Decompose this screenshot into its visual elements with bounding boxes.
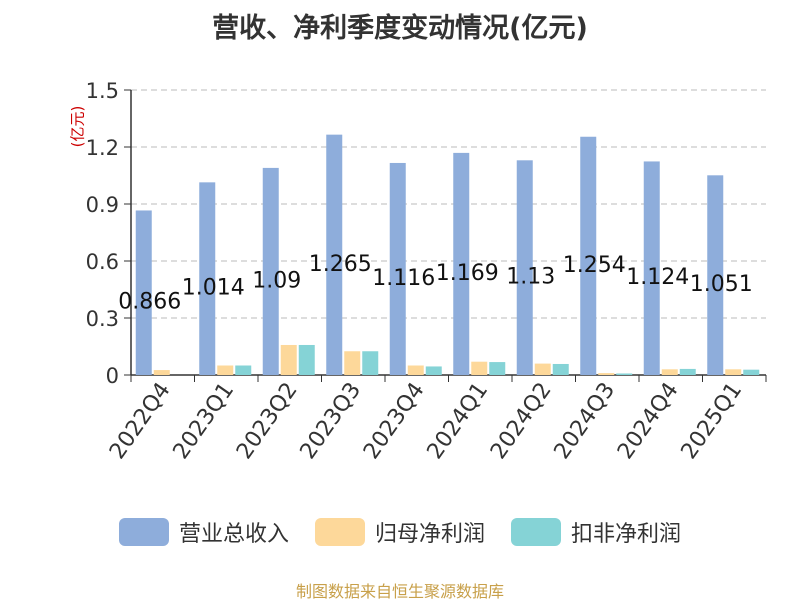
x-tick-label: 2023Q2 xyxy=(232,378,303,464)
bar-revenue xyxy=(580,136,597,375)
bar-revenue xyxy=(199,182,216,375)
bar-deducted-profit xyxy=(235,365,252,375)
y-tick-label: 0.9 xyxy=(86,193,119,217)
x-tick-label: 2023Q4 xyxy=(359,378,430,464)
x-tick-label: 2024Q2 xyxy=(486,378,557,464)
bar-deducted-profit xyxy=(489,362,506,375)
legend-item-revenue[interactable]: 营业总收入 xyxy=(118,516,289,548)
y-tick-label: 0.3 xyxy=(86,307,119,331)
bar-deducted-profit xyxy=(552,363,569,375)
data-label-revenue: 1.014 xyxy=(182,276,245,301)
bar-net-profit xyxy=(661,369,678,375)
data-label-revenue: 1.169 xyxy=(436,261,499,286)
chart-title: 营收、净利季度变动情况(亿元) xyxy=(212,13,588,44)
data-source-note: 制图数据来自恒生聚源数据库 xyxy=(295,582,504,601)
data-label-revenue: 1.254 xyxy=(563,253,626,278)
bar-deducted-profit xyxy=(362,351,379,375)
x-tick-label: 2025Q1 xyxy=(677,378,748,464)
x-tick-label: 2023Q1 xyxy=(169,378,240,464)
data-label-revenue: 1.265 xyxy=(309,252,372,277)
legend-label-net-profit: 归母净利润 xyxy=(374,522,485,547)
data-label-revenue: 1.124 xyxy=(626,265,689,290)
legend-swatch-net-profit xyxy=(314,518,365,546)
y-tick-label: 0 xyxy=(106,364,119,388)
legend-item-net-profit[interactable]: 归母净利润 xyxy=(314,516,485,548)
bar-revenue xyxy=(135,210,152,375)
bar-revenue xyxy=(707,175,724,375)
bar-revenue xyxy=(326,134,343,375)
bar-net-profit xyxy=(407,365,424,375)
bar-deducted-profit xyxy=(616,373,633,375)
bar-revenue xyxy=(453,152,470,375)
y-tick-label: 1.5 xyxy=(86,79,119,103)
legend: 营业总收入 归母净利润 扣非净利润 xyxy=(0,516,800,548)
y-tick-label: 0.6 xyxy=(86,250,119,274)
legend-label-revenue: 营业总收入 xyxy=(178,522,289,547)
bar-revenue xyxy=(516,160,533,375)
x-tick-label: 2023Q3 xyxy=(296,378,367,464)
bar-deducted-profit xyxy=(298,344,315,375)
bar-deducted-profit xyxy=(743,369,760,375)
data-label-revenue: 1.051 xyxy=(690,272,753,297)
x-tick-label: 2024Q1 xyxy=(423,378,494,464)
y-tick-label: 1.2 xyxy=(86,136,119,160)
bar-net-profit xyxy=(280,344,297,375)
data-label-revenue: 1.13 xyxy=(506,265,555,290)
data-label-revenue: 1.116 xyxy=(372,266,435,291)
legend-swatch-revenue xyxy=(118,518,169,546)
bar-revenue xyxy=(643,161,660,375)
x-tick-label: 2024Q4 xyxy=(613,378,684,464)
bar-net-profit xyxy=(344,351,361,375)
x-tick-label: 2022Q4 xyxy=(105,378,176,464)
legend-swatch-deducted-profit xyxy=(511,518,561,546)
bar-net-profit xyxy=(217,365,234,375)
bar-deducted-profit xyxy=(425,366,442,375)
bar-net-profit xyxy=(534,363,551,375)
data-label-revenue: 1.09 xyxy=(252,268,301,293)
legend-item-deducted-profit[interactable]: 扣非净利润 xyxy=(511,516,681,548)
data-label-revenue: 0.866 xyxy=(118,290,181,315)
bar-revenue xyxy=(389,162,406,375)
bar-revenue xyxy=(262,167,279,375)
x-tick-label: 2024Q3 xyxy=(550,378,621,464)
legend-label-deducted-profit: 扣非净利润 xyxy=(571,522,682,547)
bar-net-profit xyxy=(153,370,170,375)
bar-net-profit xyxy=(598,373,615,375)
bar-deducted-profit xyxy=(679,368,696,375)
bar-net-profit xyxy=(471,361,488,375)
bar-net-profit xyxy=(725,369,742,375)
